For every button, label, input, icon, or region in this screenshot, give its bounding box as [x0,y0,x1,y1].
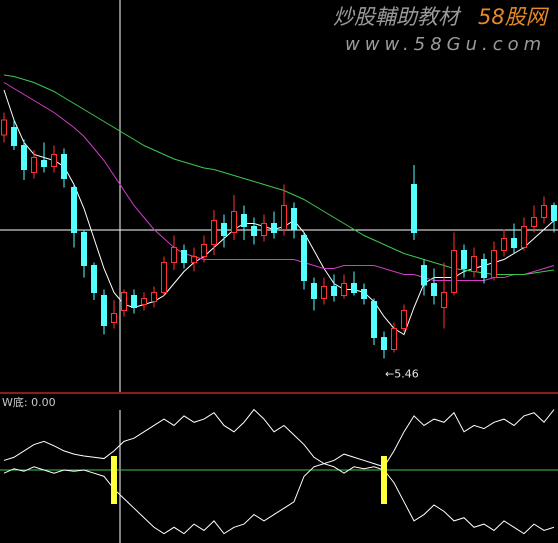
candle-body [351,283,357,293]
candle-body [131,295,137,308]
candle-body [541,205,547,218]
candle-body [171,247,177,263]
indicator-line [3,408,555,468]
candle-body [421,265,427,286]
candle-body [251,226,257,236]
candle-body [531,217,537,227]
candle-body [121,292,127,311]
candle-body [501,238,507,251]
candle-body [151,292,157,302]
candle-body [481,259,487,278]
candle-body [471,256,477,272]
candle-body [181,250,187,263]
moving-average-line [3,82,555,281]
candle-body [301,235,307,281]
candle-body [61,154,67,179]
candle-body [31,157,37,173]
candle-body [11,127,17,146]
candle-body [431,283,437,296]
low-price-label: ←5.46 [385,368,419,381]
candle-body [451,250,457,293]
candle-body [401,310,407,329]
candle-body [191,256,197,263]
candle-body [311,283,317,299]
candle-body [291,208,297,230]
candle-body [331,286,337,296]
candle-body [241,214,247,227]
candle-body [271,223,277,233]
candle-body [261,223,267,236]
candle-body [221,223,227,236]
candle-body [161,262,167,293]
candle-body [341,283,347,296]
watermark-brand: 58股网 [478,5,550,29]
candle-body [321,286,327,299]
candle-body [141,298,147,305]
candle-body [231,211,237,233]
indicator-line [3,463,555,535]
candle-body [381,337,387,350]
candle-body [281,205,287,230]
candle-body [101,295,107,326]
candle-body [71,187,77,233]
candle-body [51,154,57,167]
candle-body [491,250,497,278]
candle-body [21,145,27,170]
candle-body [211,220,217,245]
candle-body [461,250,467,269]
candle-body [371,301,377,338]
moving-average-line [3,89,555,336]
candle-body [41,160,47,167]
candle-body [511,238,517,248]
candle-body [81,232,87,266]
candle-body [1,119,7,136]
plot: ←5.46 [0,74,558,535]
candle-body [201,244,207,257]
candle-body [551,205,557,221]
candle-body [361,289,367,299]
watermark-title: 炒股輔助教材 [333,5,462,29]
signal-bar [381,456,387,504]
watermark-url: www.58Gu.com [345,34,546,55]
candle-body [411,184,417,233]
signal-bar [111,456,117,504]
candle-body [111,313,117,323]
candle-body [91,265,97,293]
candle-body [391,328,397,350]
moving-average-line [3,74,555,275]
candle-body [441,292,447,308]
candle-body [521,226,527,248]
indicator-title: W底: 0.00 [2,395,56,409]
